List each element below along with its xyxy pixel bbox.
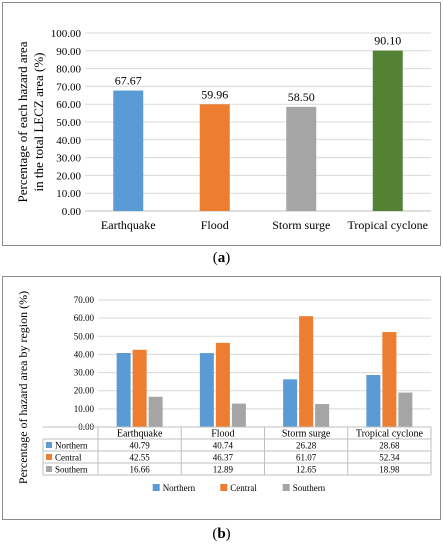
y-tick-label: 80.00 bbox=[56, 64, 81, 76]
legend-key bbox=[152, 484, 160, 491]
bar-northern-flood bbox=[199, 353, 214, 427]
bar-southern-flood bbox=[231, 403, 246, 427]
x-tick-label: Flood bbox=[211, 429, 234, 440]
chart-a: 0.00 10.00 20.00 30.00 40.00 50.00 60.00 70.00 8… bbox=[15, 28, 431, 232]
legend-label: Central bbox=[230, 483, 257, 493]
y-tick-label: 0.00 bbox=[62, 206, 82, 218]
table-row-label: Northern bbox=[55, 441, 88, 451]
legend-key bbox=[220, 484, 228, 491]
bar-northern-earthquake bbox=[116, 352, 131, 427]
bar-southern-earthquake bbox=[148, 396, 163, 427]
bar-central-flood bbox=[215, 342, 230, 427]
y-tick-label: 20.00 bbox=[56, 170, 81, 182]
x-tick-label: Earthquake bbox=[101, 218, 156, 232]
data-label: 67.67 bbox=[115, 74, 142, 88]
bar-central-earthquake bbox=[132, 349, 147, 427]
y-tick-label: 30.00 bbox=[56, 153, 81, 165]
y-tick-label: 10.00 bbox=[56, 188, 81, 200]
table-cell: 61.07 bbox=[296, 453, 317, 463]
x-tick-label: Storm surge bbox=[282, 429, 331, 440]
x-tick-label: Earthquake bbox=[117, 429, 163, 440]
table-cell: 42.55 bbox=[130, 453, 151, 463]
y-tick-label: 30.00 bbox=[74, 368, 95, 378]
table-legend-key bbox=[46, 466, 52, 472]
bar-earthquake bbox=[113, 90, 144, 211]
table-cell: 52.34 bbox=[379, 453, 400, 463]
table-cell: 40.79 bbox=[130, 441, 151, 451]
bar-storm-surge bbox=[286, 106, 317, 211]
y-axis-label: Percentage of each hazard areain the tot… bbox=[15, 41, 46, 202]
y-tick-label: 50.00 bbox=[56, 117, 81, 129]
bar-tropical-cyclone bbox=[372, 50, 403, 211]
legend-label: Northern bbox=[163, 483, 196, 493]
table-cell: 12.89 bbox=[213, 465, 234, 475]
y-tick-label: 60.00 bbox=[56, 99, 81, 111]
table-cell: 18.98 bbox=[379, 465, 400, 475]
table-legend-key bbox=[46, 454, 52, 460]
bar-central-tropical-cyclone bbox=[382, 332, 397, 427]
y-tick-label: 40.00 bbox=[56, 135, 81, 147]
table-row-label: Central bbox=[55, 453, 82, 463]
y-axis-label-line: in the total LECZ area (%) bbox=[31, 53, 46, 192]
bar-southern-storm-surge bbox=[315, 404, 330, 427]
caption-b: (b) bbox=[212, 526, 231, 542]
table-cell: 40.74 bbox=[213, 441, 234, 451]
y-tick-label: 20.00 bbox=[74, 386, 95, 396]
y-axis-label: Percentage of hazard area by region (%) bbox=[16, 291, 30, 484]
table-cell: 16.66 bbox=[130, 465, 151, 475]
chart-panel-b: 0.00 10.00 20.00 30.00 40.00 50.00 60.00 70.00 E… bbox=[2, 276, 441, 520]
data-label: 90.10 bbox=[374, 34, 401, 48]
table-row-label: Southern bbox=[55, 465, 88, 475]
y-tick-label: 50.00 bbox=[74, 331, 95, 341]
chart-panel-a: 0.00 10.00 20.00 30.00 40.00 50.00 60.00 70.00 8… bbox=[2, 2, 441, 246]
y-tick-label: 90.00 bbox=[56, 46, 81, 58]
y-tick-label: 100.00 bbox=[51, 28, 82, 40]
legend-label: Southern bbox=[293, 483, 326, 493]
caption-a: (a) bbox=[212, 250, 231, 266]
chart-b: 0.0010.0020.0030.0040.0050.0060.0070.00E… bbox=[16, 291, 432, 493]
bar-northern-storm-surge bbox=[283, 379, 298, 427]
y-axis-label-line: Percentage of each hazard area bbox=[15, 41, 30, 202]
y-tick-label: 10.00 bbox=[74, 404, 95, 414]
bar-northern-tropical-cyclone bbox=[366, 374, 381, 427]
x-tick-label: Storm surge bbox=[272, 218, 330, 232]
bar-flood bbox=[199, 104, 230, 211]
table-legend-key bbox=[46, 442, 52, 448]
y-tick-label: 40.00 bbox=[74, 349, 95, 359]
table-cell: 28.68 bbox=[379, 441, 400, 451]
x-tick-label: Tropical cyclone bbox=[347, 218, 428, 232]
bar-southern-tropical-cyclone bbox=[398, 392, 413, 427]
data-label: 59.96 bbox=[201, 87, 228, 101]
bar-central-storm-surge bbox=[299, 316, 314, 427]
x-tick-label: Flood bbox=[201, 218, 229, 232]
x-tick-label: Tropical cyclone bbox=[356, 429, 424, 440]
table-cell: 12.65 bbox=[296, 465, 317, 475]
y-tick-label: 60.00 bbox=[74, 313, 95, 323]
y-tick-label: 70.00 bbox=[74, 295, 95, 305]
legend-key bbox=[282, 484, 290, 491]
table-cell: 26.28 bbox=[296, 441, 317, 451]
table-cell: 46.37 bbox=[213, 453, 234, 463]
y-tick-label: 70.00 bbox=[56, 81, 81, 93]
data-label: 58.50 bbox=[288, 90, 315, 104]
